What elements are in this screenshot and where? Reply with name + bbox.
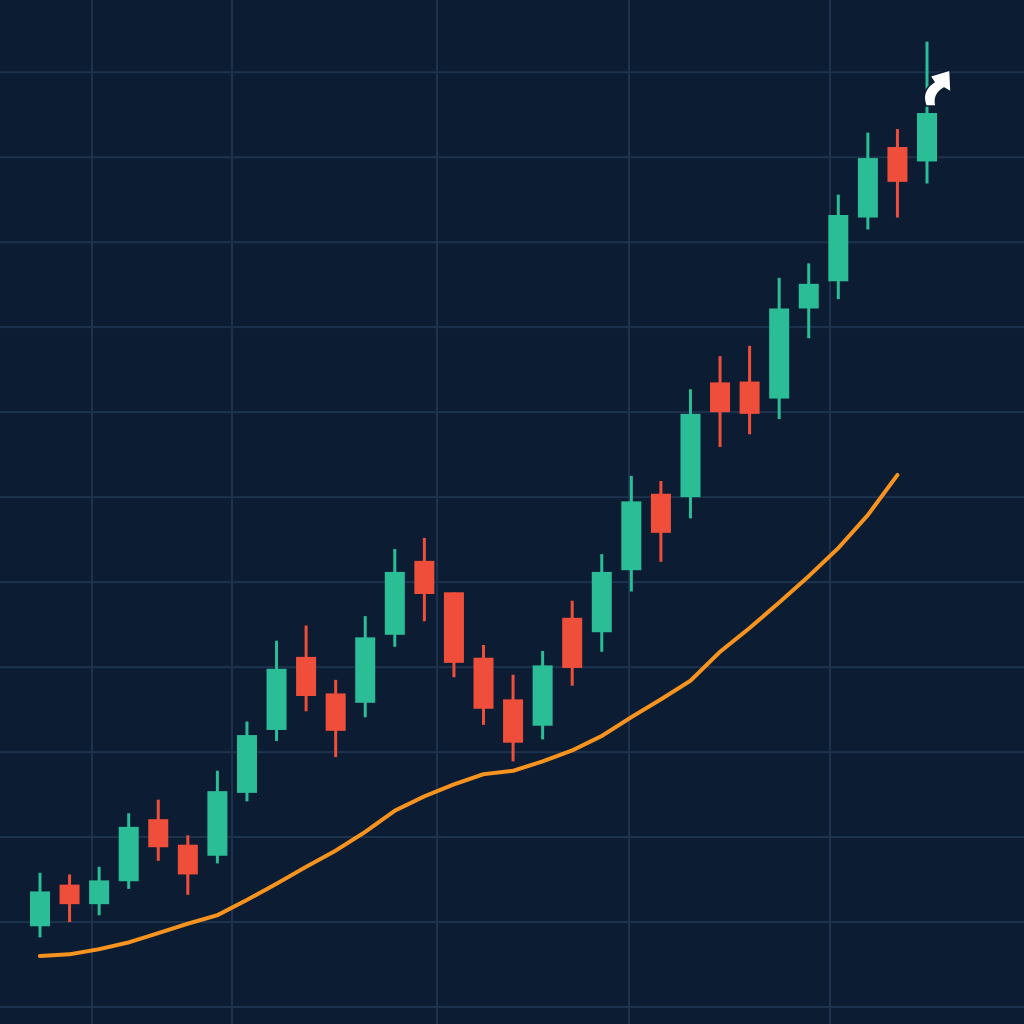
candle-body — [621, 501, 642, 571]
candle-body — [650, 493, 671, 533]
candle-body — [177, 844, 198, 875]
horizontal-grid — [0, 71, 1024, 1009]
candle-body — [769, 308, 790, 399]
candle-body — [266, 668, 287, 730]
candle-body — [30, 891, 50, 927]
candle-body — [236, 735, 257, 793]
candle-body — [473, 657, 494, 709]
moving-average-line — [38, 473, 900, 958]
candle-body — [89, 880, 110, 905]
candle-body — [355, 637, 376, 703]
candle-body — [562, 617, 583, 668]
candle-body — [710, 382, 731, 413]
trend-arrow — [923, 69, 952, 107]
candle-body — [591, 571, 612, 633]
candle-body — [325, 693, 346, 731]
candle-body — [857, 158, 878, 218]
candle-body — [148, 819, 169, 848]
candle-body — [443, 592, 464, 663]
marks — [30, 41, 937, 958]
candle-body — [296, 656, 317, 696]
candle-body — [739, 381, 760, 414]
candle-body — [798, 283, 819, 309]
candle-body — [384, 571, 405, 635]
candle-body — [59, 884, 80, 905]
candle-body — [828, 214, 849, 282]
candle-body — [503, 699, 524, 743]
candle-body — [532, 665, 553, 726]
candle-body — [414, 560, 435, 595]
candle-body — [680, 413, 701, 498]
candle-body — [118, 826, 139, 882]
candle-body — [887, 147, 908, 182]
candle-body — [207, 791, 228, 856]
candle-body — [917, 113, 937, 162]
